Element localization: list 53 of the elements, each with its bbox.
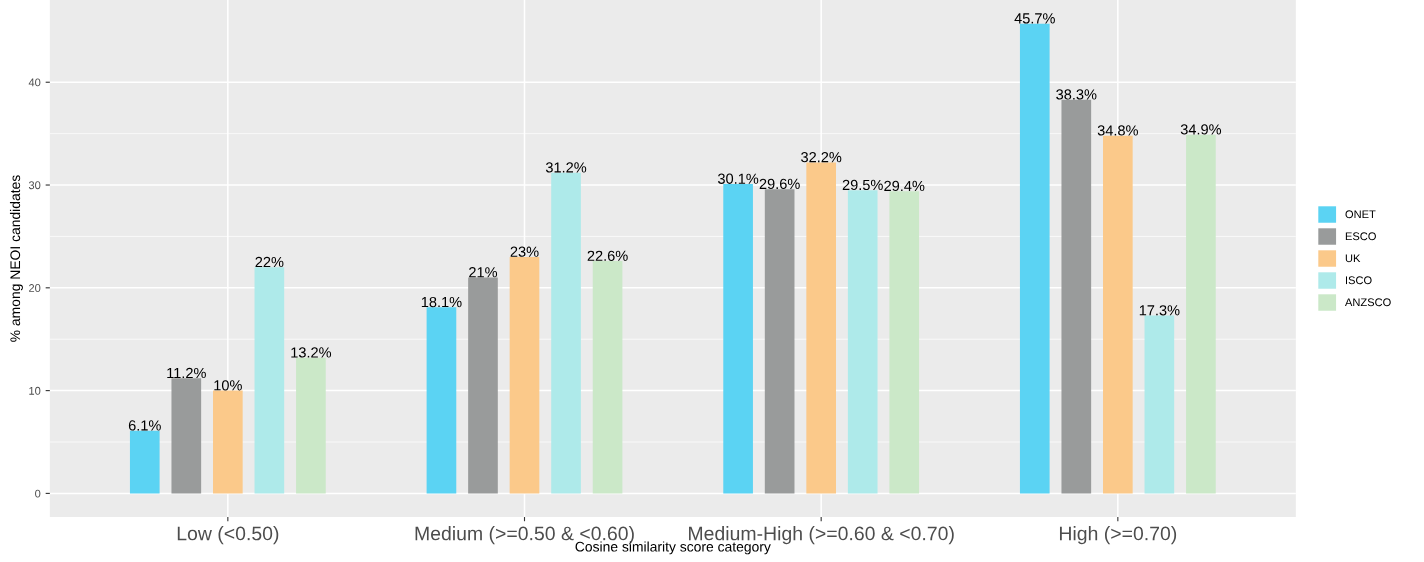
- bar: [551, 172, 581, 494]
- bar: [592, 261, 623, 494]
- data-label: 21%: [469, 267, 498, 278]
- data-label: 29.5%: [842, 179, 883, 191]
- data-label: 45.7%: [1014, 13, 1055, 24]
- bar: [171, 378, 202, 494]
- data-label: 17.3%: [1139, 305, 1180, 316]
- x-tick-label: High (>=0.70): [1059, 526, 1177, 545]
- bar: [1019, 23, 1050, 494]
- y-tick-label: 0: [35, 489, 41, 498]
- data-label: 22%: [255, 256, 284, 268]
- bar: [426, 307, 457, 494]
- legend-label: ISCO: [1345, 276, 1372, 285]
- data-label: 13.2%: [291, 347, 332, 358]
- data-label: 29.6%: [759, 178, 800, 190]
- data-label: 11.2%: [167, 367, 206, 379]
- data-label: 29.4%: [884, 180, 925, 192]
- legend-label: ESCO: [1345, 232, 1376, 241]
- bar: [847, 190, 878, 494]
- y-tick-label: 20: [29, 284, 41, 292]
- x-tick-label: Low (<0.50): [177, 526, 279, 545]
- data-label: 18.1%: [421, 296, 462, 308]
- data-label: 34.8%: [1097, 125, 1138, 136]
- y-axis-title: % among NEOI candidates: [9, 175, 23, 342]
- bar: [806, 162, 837, 494]
- data-label: 30.1%: [717, 173, 759, 184]
- bar: [764, 189, 795, 494]
- bar: [129, 430, 160, 494]
- bar: [1186, 134, 1216, 494]
- data-label: 10%: [214, 380, 242, 391]
- data-label: 34.9%: [1180, 124, 1222, 135]
- bar: [509, 256, 540, 494]
- data-label: 22.6%: [587, 250, 628, 261]
- bar: [1103, 135, 1133, 494]
- bar: [213, 390, 243, 494]
- y-tick-label: 10: [29, 386, 41, 395]
- data-label: 32.2%: [801, 151, 842, 163]
- legend-label: UK: [1345, 254, 1361, 263]
- legend-label: ANZSCO: [1344, 298, 1391, 307]
- legend-label: ONET: [1345, 210, 1376, 219]
- bar: [889, 191, 920, 494]
- y-tick-label: 30: [28, 181, 41, 190]
- data-label: 23%: [510, 246, 539, 257]
- data-label: 6.1%: [128, 420, 161, 431]
- data-label: 38.3%: [1056, 89, 1097, 100]
- bar: [723, 184, 753, 494]
- bar: [1061, 99, 1092, 494]
- data-label: 31.2%: [545, 162, 587, 173]
- y-tick-label: 40: [28, 78, 41, 87]
- bar: [1144, 315, 1175, 494]
- bar: [254, 267, 285, 494]
- bar: [296, 357, 326, 494]
- bar: [468, 277, 498, 494]
